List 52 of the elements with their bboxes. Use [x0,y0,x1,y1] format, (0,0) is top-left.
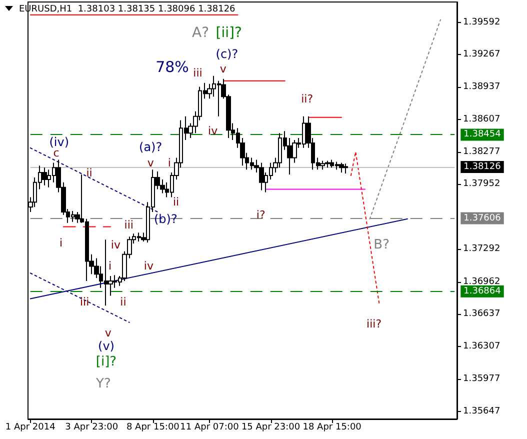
annotation: iii [193,66,202,80]
ref-line-label: 1.37606 [464,213,502,224]
annotation: iv [144,260,154,272]
annotation: B? [374,238,390,252]
annotation: ii [86,166,92,180]
annotation: (iv) [49,135,70,149]
annotation: ii [172,196,180,208]
annotation: (v) [98,339,114,353]
ref-line-label: 1.38454 [464,130,502,140]
annotation: v [147,156,154,170]
annotation: [ii]? [216,25,242,41]
y-tick-label: 1.37292 [463,244,500,254]
annotation: iii [80,296,90,308]
annotation: iv [110,238,121,252]
annotation: iii? [366,318,382,330]
annotation: v [104,326,112,340]
annotation: i [168,156,171,170]
annotation: ii [120,296,126,308]
x-tick-label: 15 Apr 23:00 [241,422,300,432]
annotation: A? [192,25,210,41]
x-tick-label: 18 Apr 15:00 [302,422,362,432]
y-tick-label: 1.37952 [463,179,500,190]
y-tick-label: 1.35977 [463,374,500,384]
annotation: c [53,146,60,160]
annotation: (b)? [154,212,178,226]
y-tick-label: 1.38937 [463,82,500,92]
annotation: i [108,260,112,272]
y-tick-label: 1.36962 [463,276,500,287]
x-tick-label: 3 Apr 23:00 [65,422,118,432]
y-tick-label: 1.39592 [463,18,500,28]
annotation: ii? [301,92,314,106]
annotation: (a)? [139,140,162,154]
y-tick-label: 1.35647 [463,406,500,416]
y-tick-label: 1.38277 [463,147,500,158]
annotation: [i]? [96,354,117,370]
annotation: i? [256,208,266,222]
x-tick-label: 8 Apr 15:00 [126,422,180,432]
x-tick-label: 1 Apr 2014 [5,422,56,432]
ref-line-label: 1.36864 [464,286,502,296]
x-tick-label: 11 Apr 07:00 [180,422,240,432]
annotation: Y? [95,376,111,392]
y-tick-label: 1.36307 [463,341,500,352]
annotation: 78% [156,58,189,76]
annotation: (c)? [216,47,238,61]
y-tick-label: 1.36637 [463,308,500,319]
annotation: iii [124,218,134,232]
annotation: iv [208,124,218,138]
y-tick-label: 1.38607 [463,114,500,125]
annotation: i [59,236,63,250]
annotation: v [220,62,227,76]
y-tick-label: 1.39267 [463,50,500,60]
ref-line-label: 1.38126 [464,162,502,172]
